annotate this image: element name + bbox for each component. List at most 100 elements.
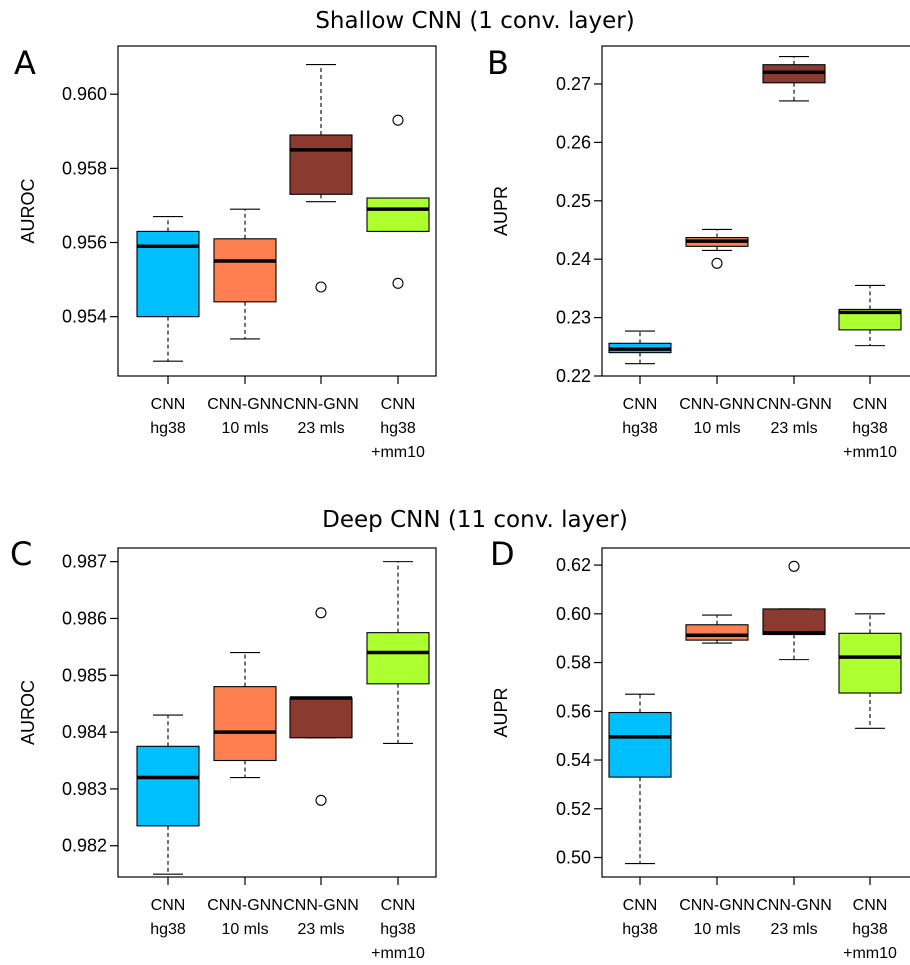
box-c-4 (366, 561, 430, 745)
x-category-label: CNN (853, 897, 888, 914)
y-tick-label: 0.62 (556, 555, 591, 575)
box-a-2 (213, 208, 277, 340)
y-axis-label: AUPR (491, 687, 511, 737)
plot-frame (601, 547, 910, 878)
x-category-label: CNN-GNN (207, 396, 283, 413)
x-category-label: 23 mls (770, 921, 817, 938)
panel-letter: C (10, 535, 32, 573)
x-category-label: CNN (381, 396, 416, 413)
panel-c: C AUROC 0.982 0.983 0.984 0.985 0.986 0.987 CNN h… (10, 535, 437, 962)
y-tick-label: 0.27 (556, 74, 591, 94)
box-b-1 (608, 330, 672, 365)
plot-frame (117, 547, 437, 878)
outlier-point (315, 281, 327, 293)
box-body (608, 711, 672, 778)
x-category-label: +mm10 (371, 444, 425, 461)
x-category-label: hg38 (380, 420, 416, 437)
y-axis-label: AUROC (18, 178, 38, 243)
box-body (366, 197, 430, 232)
x-category-label: CNN-GNN (207, 897, 283, 914)
plot-frame (117, 45, 437, 377)
y-axis-label: AUPR (491, 186, 511, 236)
y-tick-label: 0.58 (556, 653, 591, 673)
outlier-point (392, 277, 404, 289)
x-category-label: +mm10 (843, 444, 897, 461)
y-tick-label: 0.23 (556, 308, 591, 328)
plot-frame (601, 45, 910, 377)
panel-a: A AUROC 0.954 0.956 0.958 0.960 CNN hg38 CNN-GNN… (14, 44, 437, 461)
box-b-4 (838, 284, 902, 347)
outlier-point (711, 257, 723, 269)
y-tick-label: 0.50 (556, 848, 591, 868)
box-body (289, 134, 353, 195)
x-category-label: hg38 (852, 921, 888, 938)
x-category-label: 10 mls (221, 420, 268, 437)
y-tick-label: 0.22 (556, 366, 591, 386)
y-tick-label: 0.26 (556, 132, 591, 152)
box-body (838, 308, 902, 331)
x-category-label: CNN (381, 897, 416, 914)
x-category-label: CNN (151, 897, 186, 914)
y-tick-label: 0.956 (62, 233, 107, 253)
y-tick-label: 0.987 (62, 552, 107, 572)
x-category-label: 23 mls (770, 420, 817, 437)
box-body (213, 238, 277, 303)
box-c-3 (289, 607, 353, 806)
panel-letter: A (14, 44, 36, 82)
x-category-label: hg38 (622, 420, 658, 437)
x-category-label: hg38 (150, 921, 186, 938)
box-a-4 (366, 114, 430, 289)
y-axis-label: AUROC (18, 680, 38, 745)
x-category-label: CNN (623, 897, 658, 914)
x-category-label: CNN-GNN (679, 396, 755, 413)
x-category-label: CNN-GNN (283, 897, 359, 914)
x-category-label: +mm10 (371, 945, 425, 962)
box-body (685, 624, 749, 641)
y-tick-label: 0.982 (62, 836, 107, 856)
x-category-label: hg38 (380, 921, 416, 938)
x-category-label: 10 mls (693, 420, 740, 437)
box-body (838, 632, 902, 694)
outlier-point (315, 794, 327, 806)
panel-letter: D (490, 535, 515, 573)
x-category-label: 10 mls (693, 921, 740, 938)
box-d-1 (608, 693, 672, 865)
y-tick-label: 0.24 (556, 249, 591, 269)
panel-letter: B (487, 44, 509, 82)
box-body (366, 632, 430, 685)
box-body (136, 230, 200, 318)
section-title-shallow: Shallow CNN (1 conv. layer) (315, 8, 634, 34)
x-category-label: hg38 (150, 420, 186, 437)
box-c-1 (136, 714, 200, 875)
outlier-point (788, 560, 800, 572)
y-tick-label: 0.60 (556, 604, 591, 624)
y-tick-label: 0.25 (556, 191, 591, 211)
box-a-1 (136, 216, 200, 362)
panel-b: B AUPR 0.22 0.23 0.24 0.25 0.26 0.27 CNN hg38 CNN-… (487, 44, 910, 461)
x-category-label: 10 mls (221, 921, 268, 938)
panel-d: D AUPR 0.50 0.52 0.54 0.56 0.58 0.60 0.62 CNN hg38… (490, 535, 910, 962)
x-category-label: CNN-GNN (283, 396, 359, 413)
box-a-3 (289, 63, 353, 293)
outlier-point (392, 114, 404, 126)
y-tick-label: 0.54 (556, 750, 591, 770)
y-tick-label: 0.958 (62, 158, 107, 178)
y-tick-label: 0.52 (556, 799, 591, 819)
box-body (213, 686, 277, 762)
y-tick-label: 0.983 (62, 779, 107, 799)
x-category-label: hg38 (622, 921, 658, 938)
box-body (136, 745, 200, 827)
y-tick-label: 0.985 (62, 665, 107, 685)
x-category-label: 23 mls (297, 420, 344, 437)
x-category-label: CNN-GNN (756, 396, 832, 413)
x-category-label: CNN-GNN (756, 897, 832, 914)
box-body (762, 608, 826, 636)
x-category-label: +mm10 (843, 945, 897, 962)
box-b-2 (685, 228, 749, 269)
y-tick-label: 0.56 (556, 701, 591, 721)
box-b-3 (762, 55, 826, 102)
y-tick-label: 0.960 (62, 84, 107, 104)
x-category-label: 23 mls (297, 921, 344, 938)
outlier-point (315, 607, 327, 619)
